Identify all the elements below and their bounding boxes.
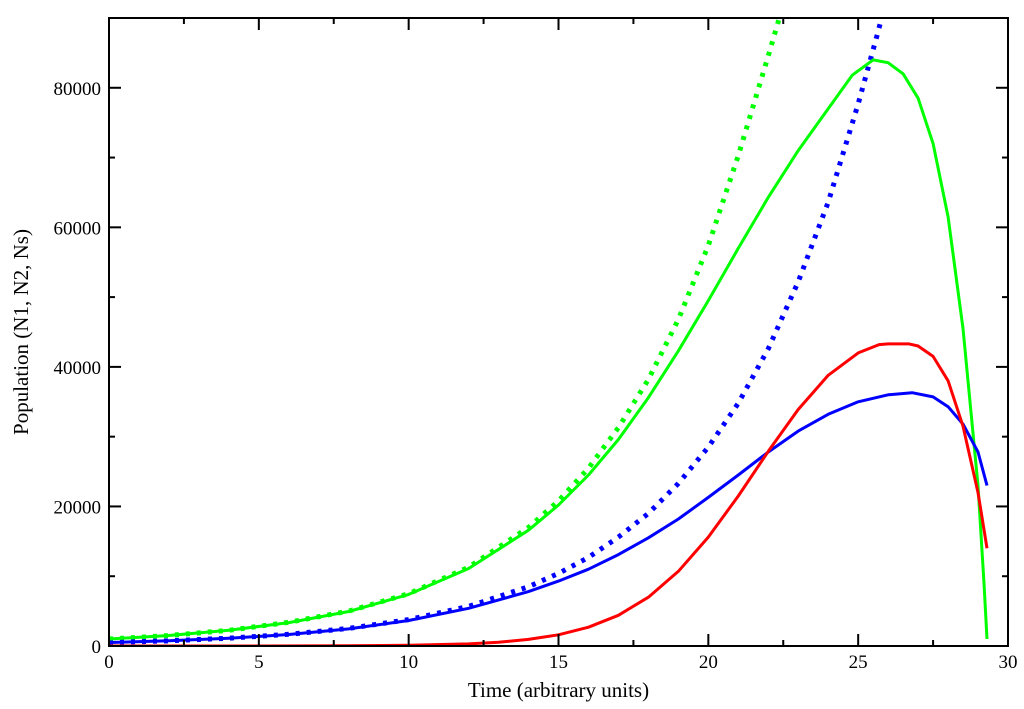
y-tick-label: 40000	[54, 358, 102, 379]
x-tick-label: 20	[699, 652, 718, 673]
y-tick-label: 0	[92, 637, 102, 658]
series-line-0	[109, 18, 782, 642]
y-tick-label: 60000	[54, 218, 102, 239]
ticks-layer: 0 5 10 15 20 25 30 0 20000 40000 60000 80000	[54, 18, 1018, 673]
x-tick-label: 10	[399, 652, 418, 673]
x-tick-label: 5	[254, 652, 264, 673]
series-line-1	[109, 18, 885, 645]
x-tick-label: 15	[549, 652, 568, 673]
series-line-2	[109, 58, 989, 641]
x-tick-label: 30	[999, 652, 1018, 673]
x-axis-title: Time (arbitrary units)	[468, 678, 649, 702]
series-line-3	[109, 391, 989, 644]
y-tick-label: 80000	[54, 79, 102, 100]
plot-frame	[108, 17, 1009, 647]
y-axis-title: Population (N1, N2, Ns)	[9, 229, 33, 435]
y-tick-label: 20000	[54, 497, 102, 518]
x-tick-label: 0	[104, 652, 114, 673]
x-tick-label: 25	[849, 652, 868, 673]
series-layer	[109, 18, 989, 646]
series-line-4	[109, 342, 989, 646]
